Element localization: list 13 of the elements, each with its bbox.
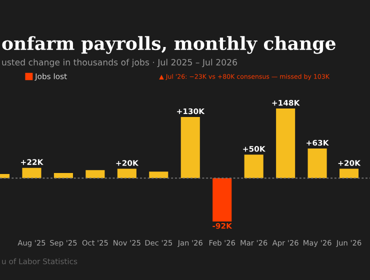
chart-subtitle: usted change in thousands of jobs · Jul 2025 – Jul 2026 xyxy=(2,58,237,68)
chart-title: onfarm payrolls, monthly change xyxy=(2,36,336,54)
bar xyxy=(54,172,73,178)
bar xyxy=(180,117,200,178)
bar xyxy=(308,148,327,178)
bar xyxy=(149,172,168,178)
bar xyxy=(22,168,42,178)
bar xyxy=(340,168,359,178)
bar xyxy=(86,170,105,178)
bar xyxy=(117,168,136,178)
bar xyxy=(244,154,264,178)
bar xyxy=(212,178,232,222)
bar xyxy=(276,108,296,178)
